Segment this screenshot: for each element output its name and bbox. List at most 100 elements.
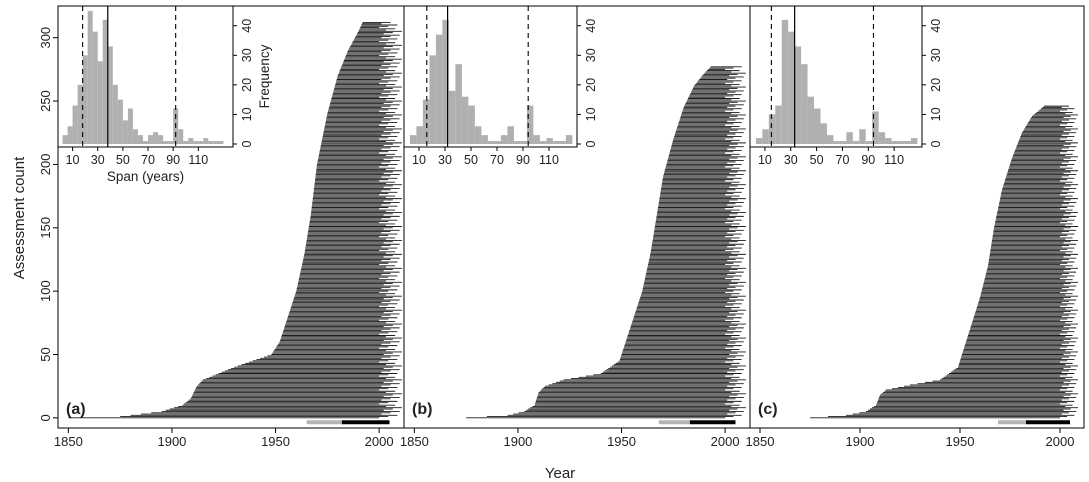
- x-tick-label: 1850: [54, 434, 83, 449]
- histogram-bar: [507, 126, 514, 144]
- inset-y-tick-label: 10: [240, 107, 254, 121]
- histogram-bar: [872, 111, 879, 144]
- histogram-bar: [487, 141, 495, 144]
- histogram-bar: [910, 138, 918, 144]
- histogram-bar: [513, 141, 521, 144]
- inset-x-tick-label: 10: [412, 153, 426, 167]
- assessment-bars: [466, 66, 746, 419]
- histogram-bar: [137, 135, 143, 144]
- inset-x-tick-label: 30: [91, 153, 105, 167]
- histogram-bar: [546, 138, 553, 144]
- x-tick-label: 1950: [261, 434, 290, 449]
- histogram-bar: [552, 141, 560, 144]
- inset-x-tick-label: 110: [188, 153, 208, 167]
- y-tick-label: 50: [38, 347, 53, 361]
- histogram-bar: [539, 141, 547, 144]
- histogram-bar: [807, 96, 815, 144]
- inset-x-tick-label: 90: [166, 153, 180, 167]
- histogram-bar: [865, 141, 873, 144]
- histogram-bar: [859, 129, 866, 144]
- histogram-bar: [533, 135, 540, 144]
- histogram-bar: [762, 129, 769, 144]
- x-tick-label: 2000: [1046, 434, 1075, 449]
- histogram-bar: [429, 55, 436, 144]
- histogram-bar: [193, 141, 199, 144]
- histogram-bar: [158, 135, 164, 144]
- histogram-bar: [163, 141, 169, 144]
- inset-x-tick-label: 70: [141, 153, 155, 167]
- histogram-bar: [92, 31, 98, 144]
- histogram-bar: [67, 126, 73, 144]
- histogram-bar: [198, 141, 204, 144]
- histogram-bar: [102, 19, 108, 144]
- x-tick-label: 1900: [503, 434, 532, 449]
- inset-x-tick-label: 50: [116, 153, 130, 167]
- histogram-bar: [72, 105, 78, 144]
- inset-histogram: 10 30 50 70 90 110 0 10 20 30 40 Span (years) Freque…: [57, 5, 272, 184]
- panel-label: (a): [66, 401, 86, 418]
- histogram-bar: [435, 34, 443, 144]
- assessment-bars: [68, 22, 402, 419]
- inset-y-tick-label: 10: [584, 107, 598, 121]
- histogram-bar: [153, 132, 159, 144]
- inset-x-tick-label: 10: [66, 153, 80, 167]
- histogram-bar: [183, 141, 189, 144]
- histogram-bar: [826, 135, 834, 144]
- inset-y-tick-label: 0: [584, 140, 598, 147]
- panel-c: 1850 1900 1950 2000 (c) 10 30 50 70 90 110 0 10 20 30 4…: [746, 5, 1085, 449]
- histogram-bar: [468, 105, 475, 144]
- histogram-bar: [768, 114, 776, 144]
- histogram-bar: [409, 135, 417, 144]
- panel-label: (b): [412, 401, 432, 418]
- histogram-bar: [794, 46, 802, 144]
- inset-x-tick-label: 70: [836, 153, 850, 167]
- histogram-bar: [891, 141, 899, 144]
- inset-histogram: 10 30 50 70 90 110 0 10 20 30 40: [403, 5, 598, 167]
- histogram-bar: [97, 61, 103, 144]
- inset-y-tick-label: 40: [584, 19, 598, 33]
- histogram-bar: [500, 135, 508, 144]
- y-axis-label: Assessment count: [11, 156, 28, 279]
- assessment-bars: [810, 105, 1078, 419]
- histogram-bar: [82, 55, 88, 144]
- x-tick-label: 1950: [607, 434, 636, 449]
- histogram-bar: [814, 108, 821, 144]
- histogram-bar: [203, 138, 209, 144]
- histogram-bar: [801, 64, 808, 144]
- histogram-bar: [178, 129, 184, 144]
- histogram-bar: [775, 105, 782, 144]
- histogram-bar: [781, 19, 789, 144]
- histogram-bar: [117, 99, 123, 144]
- histogram-bar: [878, 132, 886, 144]
- histogram-bar: [474, 126, 482, 144]
- histogram-bar: [62, 135, 68, 144]
- histogram-bar: [142, 141, 149, 144]
- x-tick-label: 2000: [365, 434, 394, 449]
- histogram-bar: [559, 141, 566, 144]
- inset-x-tick-label: 30: [784, 153, 798, 167]
- inset-x-tick-label: 90: [861, 153, 875, 167]
- y-tick-label: 100: [38, 280, 53, 302]
- x-tick-label: 1950: [946, 434, 975, 449]
- x-tick-label: 1850: [746, 434, 775, 449]
- inset-x-tick-label: 90: [516, 153, 530, 167]
- histogram-bar: [898, 141, 905, 144]
- histogram-bar: [846, 132, 853, 144]
- histogram-bar: [852, 141, 860, 144]
- inset-y-tick-label: 30: [584, 48, 598, 62]
- inset-y-tick-label: 0: [929, 140, 943, 147]
- inset-y-tick-label: 30: [240, 48, 254, 62]
- x-tick-label: 2000: [711, 434, 740, 449]
- histogram-bar: [788, 31, 795, 144]
- y-tick-label: 0: [38, 414, 53, 421]
- x-tick-label: 1900: [846, 434, 875, 449]
- panel-b: 1850 1900 1950 2000 (b) 10 30 50 70 90 110 0 10 20 30 4…: [400, 5, 751, 449]
- inset-y-tick-label: 40: [240, 19, 254, 33]
- histogram-bar: [526, 105, 534, 144]
- histogram-bar: [213, 141, 219, 144]
- inset-x-axis-label: Span (years): [107, 169, 184, 184]
- y-tick-label: 250: [38, 90, 53, 112]
- histogram-bar: [168, 141, 174, 144]
